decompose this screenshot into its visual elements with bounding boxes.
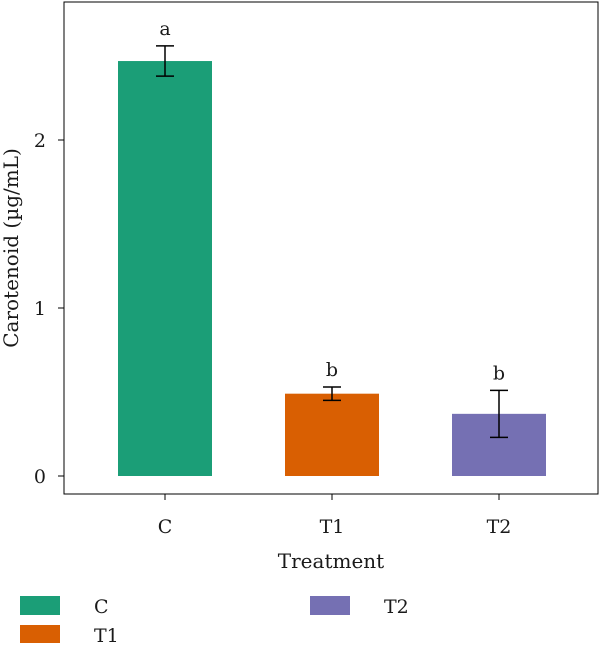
error-bar — [156, 45, 174, 77]
legend-item: T2 — [310, 596, 409, 618]
legend-label: T2 — [384, 596, 409, 618]
legend-label: C — [94, 596, 109, 618]
significance-label: b — [326, 359, 338, 381]
x-axis-title: Treatment — [278, 549, 384, 573]
bar-t1 — [285, 393, 379, 476]
x-tick-label: T1 — [320, 516, 345, 538]
y-axis-title: Carotenoid (µg/mL) — [0, 148, 23, 348]
legend-item: T1 — [20, 625, 119, 647]
error-bar — [323, 386, 341, 402]
error-bar — [490, 389, 508, 439]
y-tick-label: 1 — [34, 298, 46, 320]
y-tick-label: 0 — [34, 466, 46, 488]
error-bars-group — [156, 45, 508, 439]
legend: C T1 T2 — [20, 596, 409, 647]
x-tick-label: C — [158, 516, 173, 538]
significance-labels-group: a b b — [159, 18, 505, 384]
bar-c — [118, 61, 212, 476]
x-axis: C T1 T2 — [158, 494, 512, 538]
y-tick-label: 2 — [34, 130, 46, 152]
significance-label: a — [159, 18, 170, 40]
x-tick-label: T2 — [487, 516, 512, 538]
legend-label: T1 — [94, 625, 119, 643]
legend-swatch — [20, 596, 60, 615]
y-axis: 0 1 2 — [34, 130, 64, 488]
legend-swatch — [310, 596, 350, 615]
significance-label: b — [493, 362, 505, 384]
legend-item: C — [20, 596, 109, 618]
legend-swatch — [20, 625, 60, 644]
